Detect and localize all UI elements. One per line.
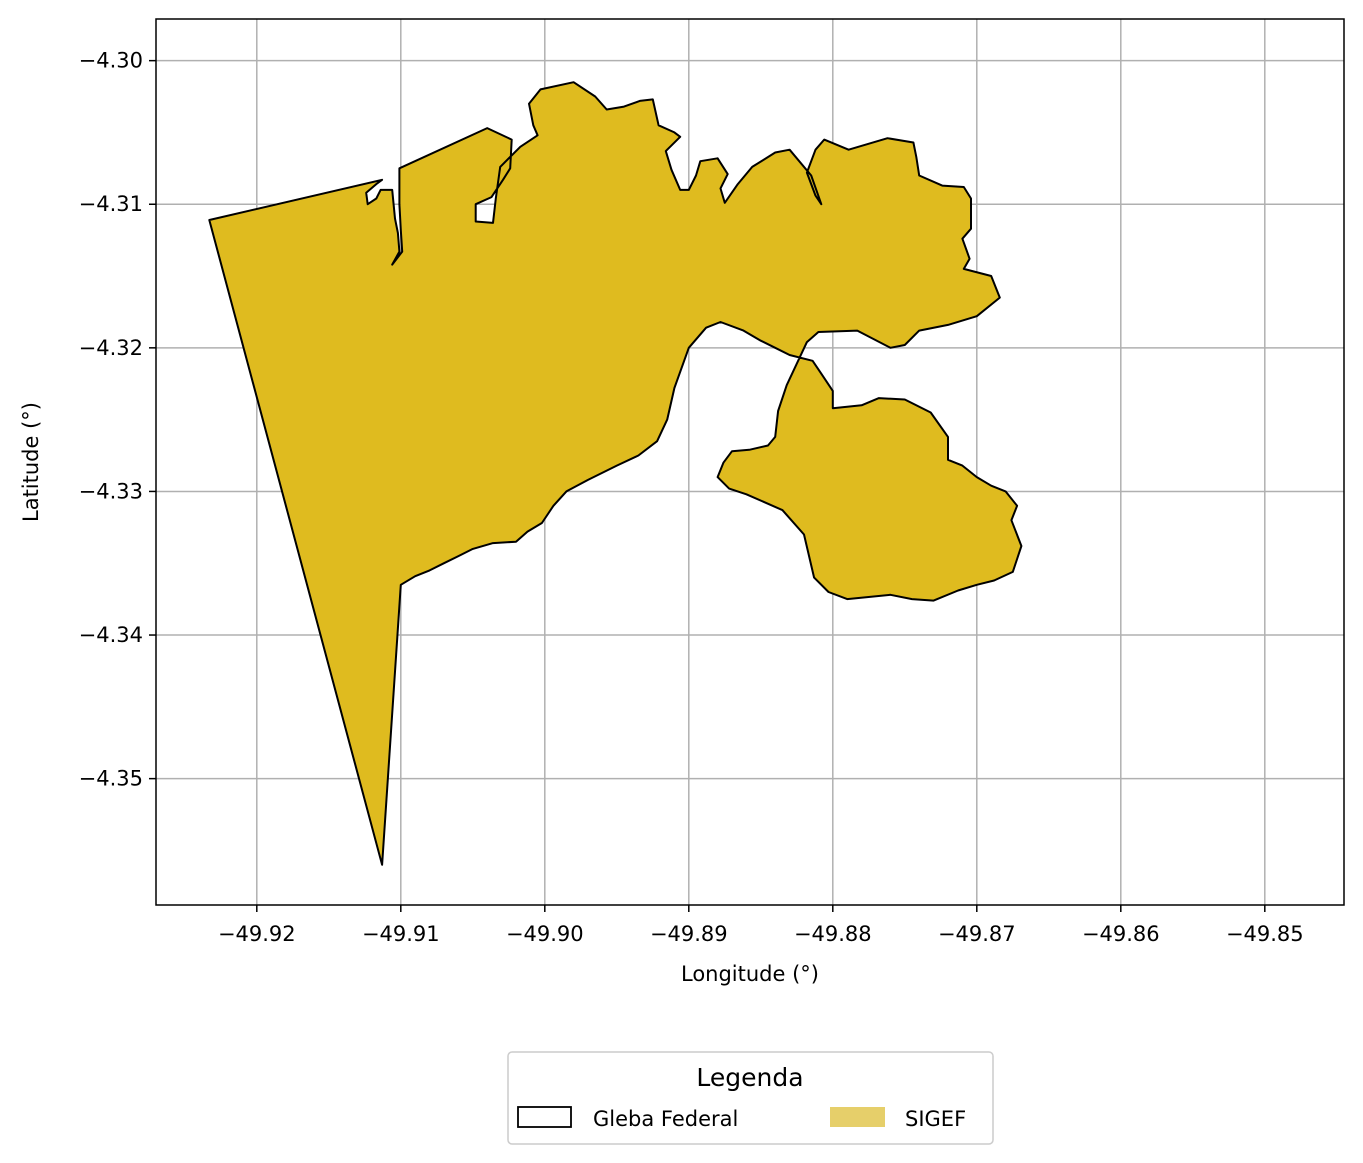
x-tick-label: −49.92 bbox=[218, 922, 296, 946]
polygon-layer bbox=[208, 81, 1023, 866]
y-tick-label: −4.30 bbox=[79, 49, 143, 73]
x-tick-label: −49.88 bbox=[794, 922, 872, 946]
y-tick-label: −4.35 bbox=[79, 767, 143, 791]
legend-swatch-gleba bbox=[517, 1106, 572, 1128]
legend-label-sigef: SIGEF bbox=[905, 1107, 966, 1131]
y-ticks: −4.30 −4.31 −4.32 −4.33 −4.34 −4.35 bbox=[79, 49, 156, 791]
axes-frame bbox=[155, 18, 1345, 906]
legend-swatch-sigef bbox=[830, 1107, 885, 1127]
legend-label-gleba: Gleba Federal bbox=[593, 1107, 738, 1131]
x-ticks: −49.92 −49.91 −49.90 −49.89 −49.88 −49.87 −49.… bbox=[218, 905, 1304, 946]
x-tick-label: −49.90 bbox=[506, 922, 584, 946]
y-tick-label: −4.31 bbox=[79, 192, 143, 216]
legend-title: Legenda bbox=[696, 1063, 803, 1092]
legend: Legenda Gleba Federal SIGEF bbox=[507, 1051, 994, 1145]
x-tick-label: −49.86 bbox=[1082, 922, 1160, 946]
x-tick-label: −49.87 bbox=[938, 922, 1016, 946]
x-axis-title: Longitude (°) bbox=[681, 962, 819, 986]
x-tick-label: −49.91 bbox=[362, 922, 440, 946]
y-tick-label: −4.34 bbox=[79, 623, 143, 647]
x-tick-label: −49.85 bbox=[1226, 922, 1304, 946]
y-axis-title: Latitude (°) bbox=[19, 402, 43, 522]
y-tick-label: −4.33 bbox=[79, 479, 143, 503]
gleba-federal-boundary bbox=[208, 81, 1023, 866]
y-tick-label: −4.32 bbox=[79, 336, 143, 360]
x-tick-label: −49.89 bbox=[650, 922, 728, 946]
sigef-area bbox=[209, 82, 1022, 865]
